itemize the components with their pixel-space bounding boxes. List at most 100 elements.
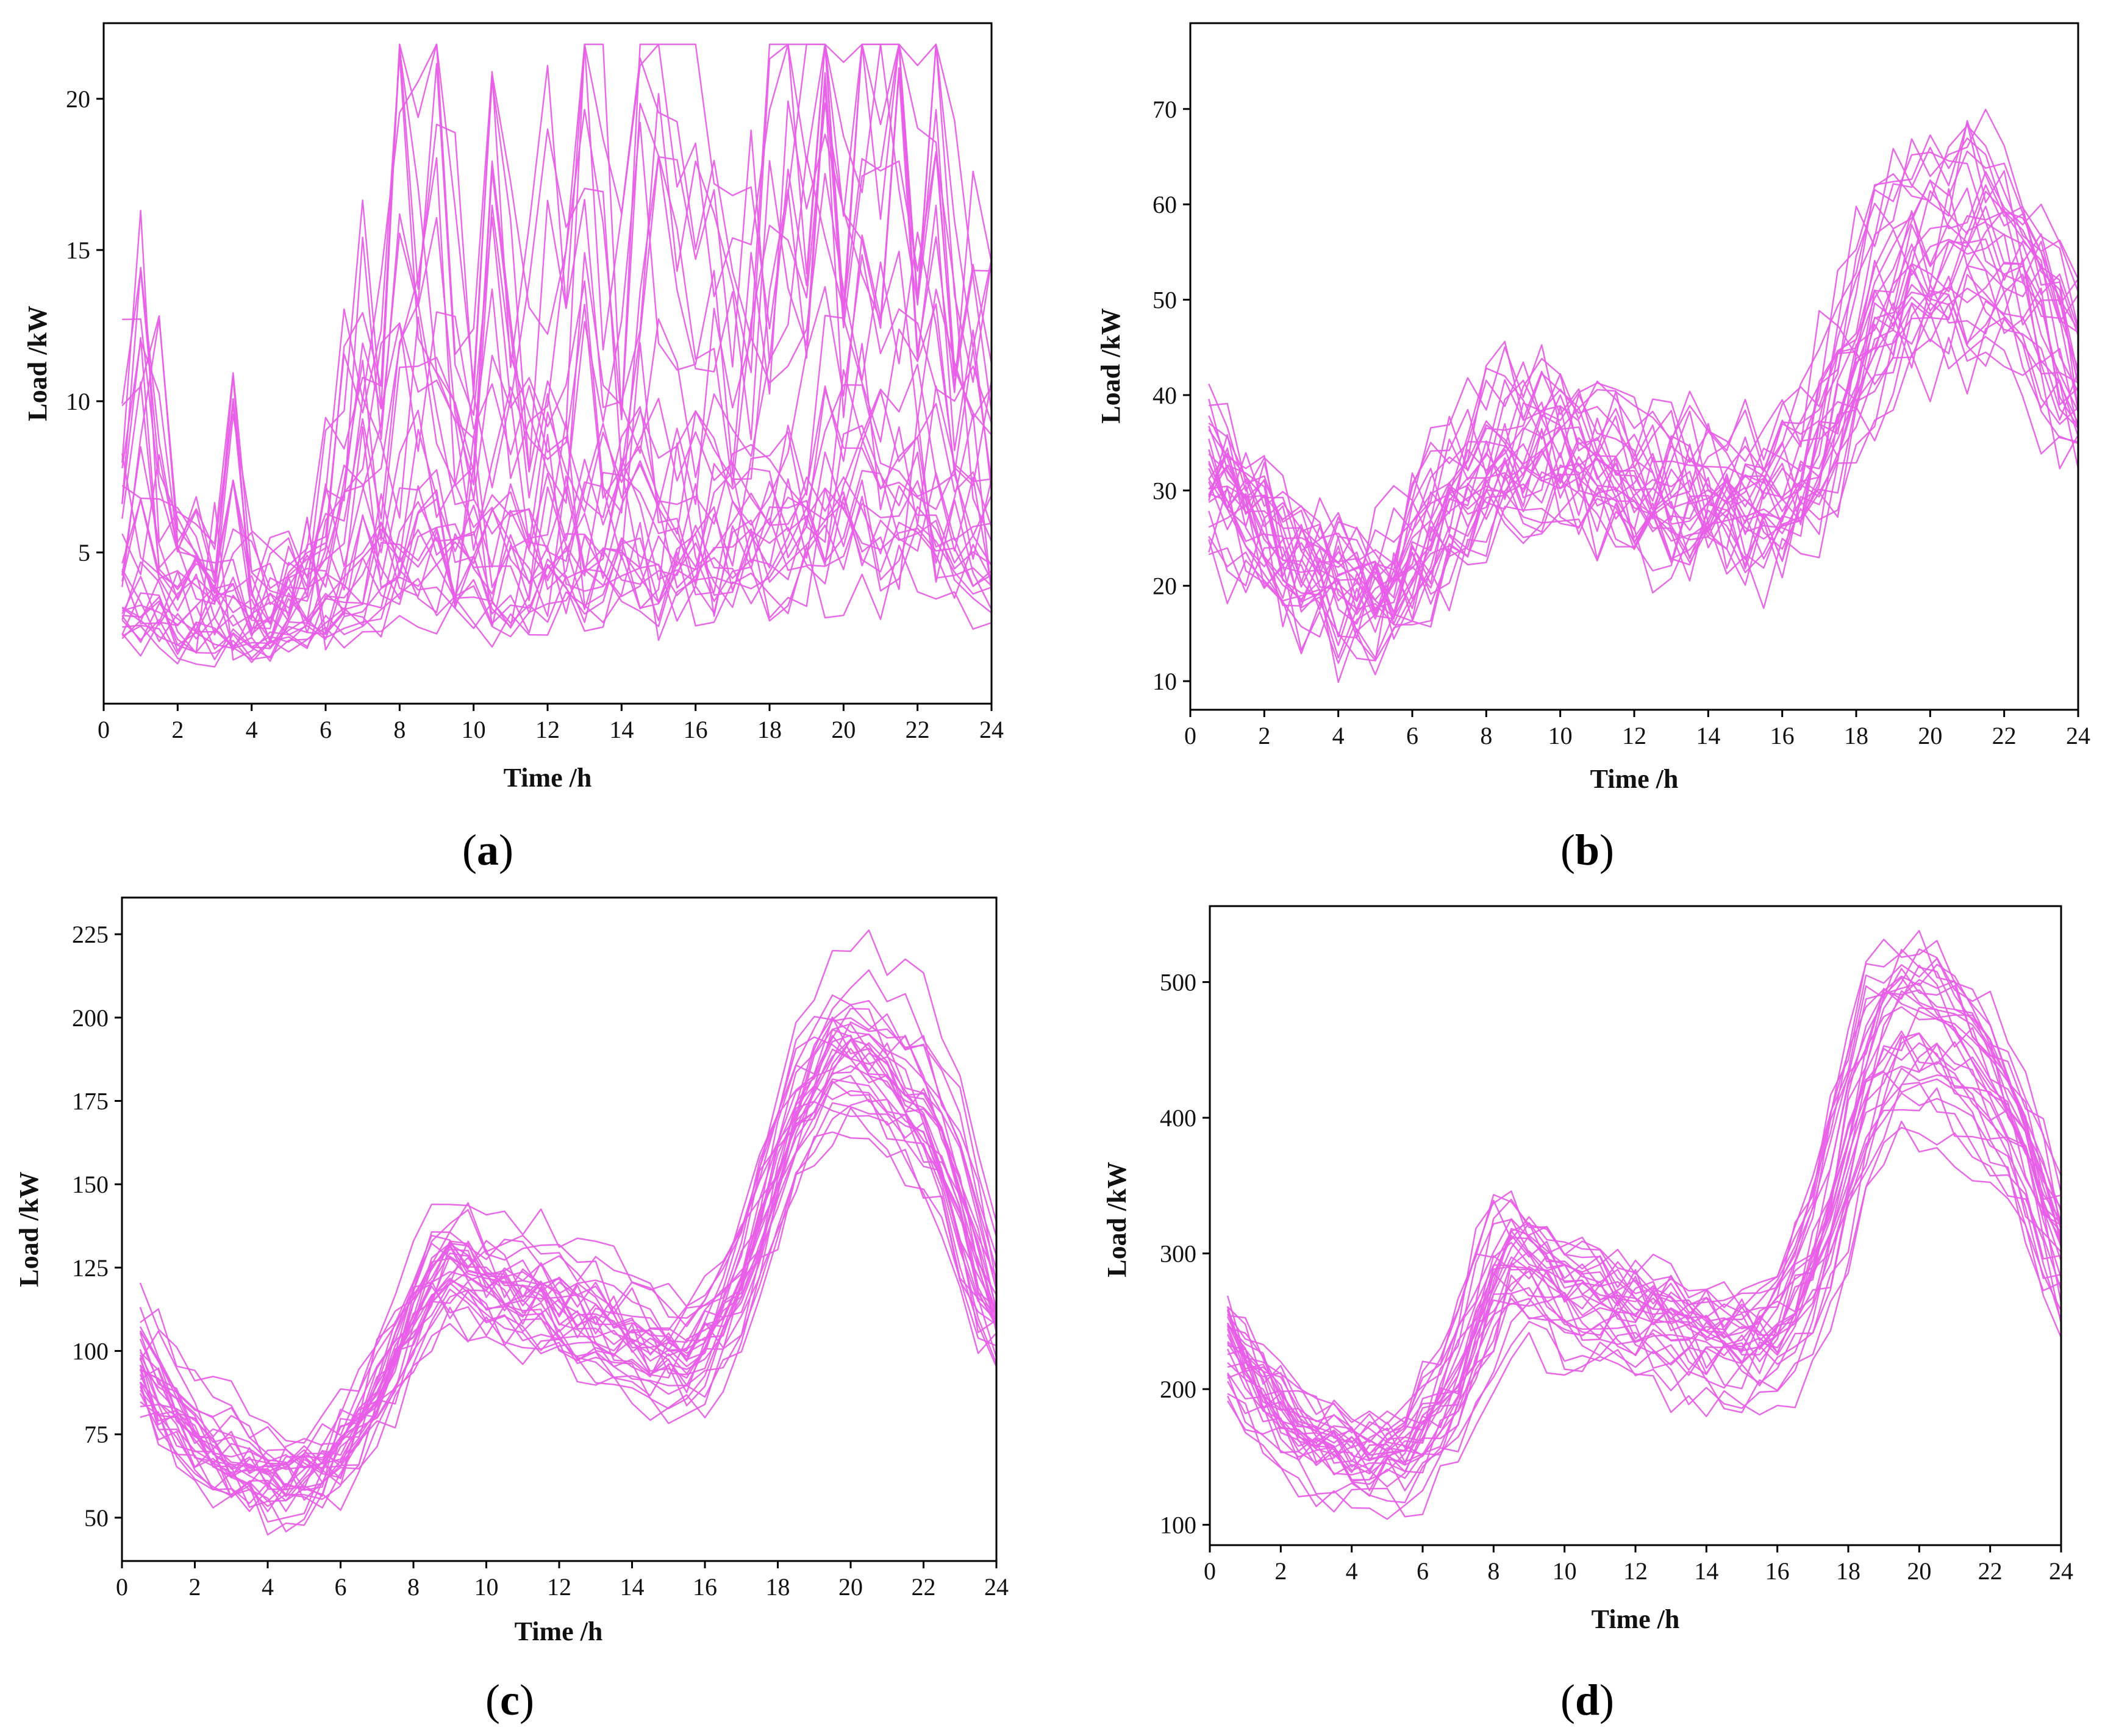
series-line-b-30 bbox=[1208, 221, 2078, 580]
y-tick-label-d-100: 100 bbox=[1160, 1512, 1196, 1539]
panel-label-letter-b: b bbox=[1575, 826, 1599, 874]
y-axis-title-a: Load /kW bbox=[23, 305, 52, 421]
x-tick-label-c-0: 0 bbox=[116, 1573, 128, 1601]
series-line-d-24 bbox=[1227, 990, 2061, 1466]
series-line-d-28 bbox=[1227, 982, 2061, 1462]
y-tick-label-a-20: 20 bbox=[66, 85, 90, 113]
panel-c: 0 2 4 6 8 10 12 14 16 18 20 22 245075100125150175200… bbox=[14, 896, 1009, 1724]
x-tick-label-b-8: 8 bbox=[1480, 722, 1492, 749]
x-tick-label-a-8: 8 bbox=[393, 716, 406, 743]
series-line-d-30 bbox=[1227, 930, 2061, 1443]
x-tick-label-b-24: 24 bbox=[2066, 722, 2090, 749]
series-line-d-13 bbox=[1227, 938, 2061, 1443]
series-line-a-22 bbox=[121, 384, 992, 635]
y-tick-label-c-200: 200 bbox=[72, 1004, 109, 1032]
x-tick-label-b-12: 12 bbox=[1622, 722, 1646, 749]
series-line-b-20 bbox=[1208, 275, 2078, 662]
series-line-b-13 bbox=[1208, 188, 2078, 625]
x-tick-label-a-16: 16 bbox=[684, 716, 708, 743]
x-tick-label-d-16: 16 bbox=[1765, 1557, 1790, 1585]
series-line-c-22 bbox=[140, 1085, 996, 1512]
x-tick-label-d-2: 2 bbox=[1274, 1557, 1287, 1585]
x-tick-label-a-6: 6 bbox=[320, 716, 332, 743]
x-axis-title-a: Time /h bbox=[504, 763, 592, 793]
x-tick-label-a-10: 10 bbox=[462, 716, 486, 743]
x-tick-label-d-22: 22 bbox=[1978, 1557, 2003, 1585]
x-tick-label-b-22: 22 bbox=[1992, 722, 2017, 749]
series-line-d-18 bbox=[1227, 1031, 2061, 1462]
x-tick-label-c-20: 20 bbox=[838, 1573, 863, 1601]
x-tick-label-a-24: 24 bbox=[979, 716, 1004, 743]
x-tick-label-d-24: 24 bbox=[2049, 1557, 2073, 1585]
panel-label-letter-a: a bbox=[477, 826, 499, 874]
x-tick-label-b-14: 14 bbox=[1696, 722, 1720, 749]
y-tick-label-c-225: 225 bbox=[72, 921, 109, 948]
y-axis-title-d: Load /kW bbox=[1102, 1162, 1132, 1277]
series-line-c-29 bbox=[140, 1023, 996, 1487]
panel-label-a: (a) bbox=[462, 826, 513, 874]
series-line-d-6 bbox=[1227, 1087, 2061, 1520]
x-tick-label-a-14: 14 bbox=[609, 716, 634, 743]
y-tick-label-a-5: 5 bbox=[78, 539, 90, 566]
x-tick-label-c-22: 22 bbox=[912, 1573, 936, 1601]
series-line-a-20 bbox=[121, 173, 992, 605]
y-tick-label-b-30: 30 bbox=[1153, 477, 1177, 504]
series-line-c-30 bbox=[140, 1107, 996, 1533]
series-line-a-29 bbox=[121, 254, 992, 623]
series-line-a-28 bbox=[121, 389, 992, 626]
y-tick-label-d-500: 500 bbox=[1160, 969, 1196, 996]
series-line-a-30 bbox=[121, 151, 992, 637]
series-line-c-8 bbox=[140, 969, 996, 1468]
series-line-c-26 bbox=[139, 1078, 996, 1512]
series-line-b-15 bbox=[1209, 225, 2078, 620]
panel-label-letter-d: d bbox=[1575, 1676, 1599, 1724]
series-line-c-28 bbox=[139, 1081, 996, 1523]
x-tick-label-c-24: 24 bbox=[984, 1573, 1009, 1601]
x-axis-title-d: Time /h bbox=[1592, 1604, 1680, 1634]
y-tick-label-c-50: 50 bbox=[84, 1504, 109, 1532]
x-tick-label-b-2: 2 bbox=[1258, 722, 1270, 749]
y-tick-label-c-125: 125 bbox=[72, 1254, 109, 1282]
x-tick-label-a-20: 20 bbox=[831, 716, 856, 743]
series-line-a-10 bbox=[122, 470, 992, 652]
series-line-c-11 bbox=[139, 1016, 996, 1502]
y-axis-title-c: Load /kW bbox=[14, 1171, 44, 1287]
x-tick-label-c-14: 14 bbox=[620, 1573, 645, 1601]
y-tick-label-c-175: 175 bbox=[72, 1088, 109, 1115]
series-line-d-21 bbox=[1227, 1034, 2061, 1476]
series-line-c-12 bbox=[139, 1036, 996, 1502]
x-tick-label-c-4: 4 bbox=[262, 1573, 274, 1601]
series-line-d-19 bbox=[1227, 965, 2061, 1455]
series-line-c-4 bbox=[139, 1018, 996, 1508]
series-line-b-6 bbox=[1208, 224, 2078, 604]
y-tick-label-b-40: 40 bbox=[1153, 382, 1177, 409]
series-line-a-24 bbox=[121, 43, 992, 596]
y-tick-label-b-50: 50 bbox=[1153, 287, 1177, 314]
x-tick-label-d-6: 6 bbox=[1417, 1557, 1429, 1585]
x-tick-label-d-8: 8 bbox=[1487, 1557, 1499, 1585]
x-tick-label-b-10: 10 bbox=[1548, 722, 1573, 749]
series-line-d-26 bbox=[1226, 968, 2061, 1425]
series-line-a-13 bbox=[121, 465, 992, 659]
x-tick-label-b-6: 6 bbox=[1406, 722, 1418, 749]
x-tick-label-c-18: 18 bbox=[766, 1573, 790, 1601]
y-axis-title-b: Load /kW bbox=[1096, 308, 1126, 424]
y-tick-label-b-60: 60 bbox=[1153, 191, 1177, 218]
series-line-b-29 bbox=[1208, 150, 2078, 610]
series-line-a-25 bbox=[121, 521, 992, 665]
series-line-c-19 bbox=[139, 1033, 996, 1484]
series-group-d bbox=[1226, 930, 2061, 1520]
series-group-b bbox=[1208, 109, 2078, 684]
x-tick-label-c-10: 10 bbox=[474, 1573, 499, 1601]
series-line-c-7 bbox=[139, 1021, 996, 1479]
plot-area-c bbox=[139, 929, 996, 1536]
axes-c: 0 2 4 6 8 10 12 14 16 18 20 22 245075100125150175200… bbox=[72, 896, 1009, 1601]
series-line-b-16 bbox=[1208, 151, 2078, 615]
x-tick-label-c-2: 2 bbox=[189, 1573, 201, 1601]
plot-area-b bbox=[1208, 109, 2078, 684]
series-group-c bbox=[139, 929, 996, 1536]
panel-label-c: (c) bbox=[485, 1676, 534, 1724]
